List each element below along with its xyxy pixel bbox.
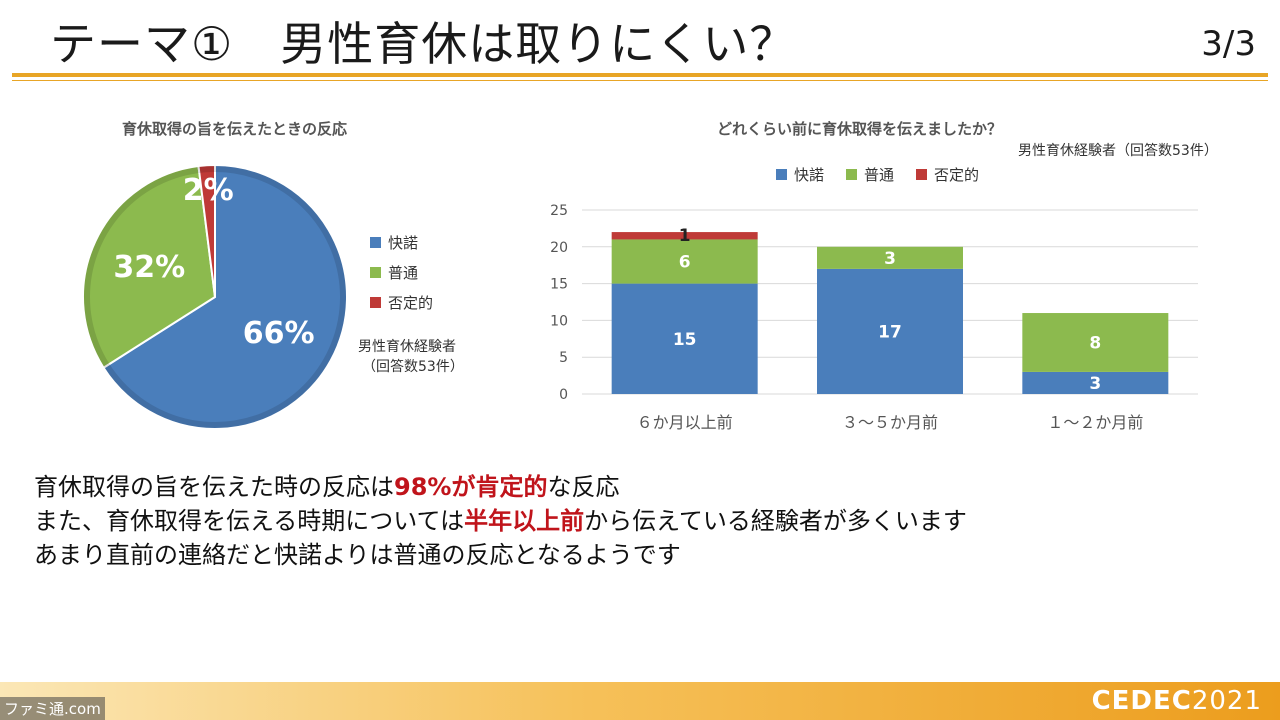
title-divider-thin: [12, 80, 1268, 81]
bar-legend-swatch-0: [776, 169, 787, 180]
cedec-logo-text: CEDEC: [1091, 686, 1192, 716]
pie-legend-label-2: 否定的: [388, 294, 434, 312]
bar-chart-note: 男性育休経験者（回答数53件）: [1018, 143, 1218, 159]
bar-ytick-label-3: 15: [550, 277, 568, 293]
pie-legend-label-0: 快諾: [388, 234, 419, 252]
pie-bevel: [84, 166, 346, 428]
bar-category-label-0: ６か月以上前: [637, 413, 733, 432]
bar-ytick-label-0: 0: [559, 387, 568, 403]
bar-legend-label-0: 快諾: [794, 166, 825, 184]
summary-highlight-halfyear: 半年以上前: [464, 507, 585, 535]
summary-line-2: また、育休取得を伝える時期については半年以上前から伝えている経験者が多くいます: [34, 504, 967, 538]
cedec-logo-year: 2021: [1191, 686, 1262, 716]
bar-ytick-label-1: 5: [559, 350, 568, 366]
pie-note-line1: 男性育休経験者: [358, 339, 456, 355]
pie-slice-1: [82, 164, 217, 370]
pie-slice-0: [102, 163, 348, 430]
summary-line-2-a: また、育休取得を伝える時期については: [34, 507, 465, 535]
page-number: 3/3: [1201, 24, 1256, 64]
pie-legend-label-1: 普通: [388, 264, 419, 282]
pie-legend-swatch-0: [370, 237, 381, 248]
bar-legend-item-0: 快諾: [776, 164, 824, 185]
pie-data-label-1: 32%: [113, 250, 185, 285]
bar-ytick-label-2: 10: [550, 313, 568, 329]
summary-line-3: あまり直前の連絡だと快諾よりは普通の反応となるようです: [34, 541, 681, 569]
famitsu-watermark: ファミ通.com: [0, 697, 105, 720]
pie-legend-item-2: 否定的: [370, 292, 433, 313]
bar-legend: 快諾 普通 否定的: [776, 164, 1036, 186]
bar-legend-swatch-1: [846, 169, 857, 180]
pie-legend-item-1: 普通: [370, 262, 418, 283]
bar-legend-item-1: 普通: [846, 164, 894, 185]
pie-legend-swatch-2: [370, 297, 381, 308]
cedec-logo: CEDEC2021: [1092, 686, 1262, 716]
bar-segment-1-1: [817, 246, 963, 269]
pie-note-line2: （回答数53件）: [362, 359, 464, 375]
summary-line-1-c: な反応: [547, 473, 620, 501]
pie-chart: 66% 32% 2%: [82, 163, 348, 430]
bar-category-label-1: ３～５か月前: [842, 413, 938, 432]
bar-data-label-0-0: 15: [673, 330, 697, 350]
title-divider: [12, 73, 1268, 77]
pie-legend-item-0: 快諾: [370, 232, 418, 253]
summary-line-1-a: 育休取得の旨を伝えた時の反応は: [34, 473, 394, 501]
pie-legend: 快諾 普通 否定的: [370, 232, 470, 322]
bar-segment-2-1: [1022, 313, 1169, 372]
bar-ytick-label-5: 25: [550, 203, 568, 219]
bar-segment-2-0: [1022, 371, 1169, 394]
bar-data-label-1-0: 17: [878, 322, 902, 342]
pie-legend-swatch-1: [370, 267, 381, 278]
bar-data-label-0-2: 1: [679, 226, 691, 246]
pie-data-label-0: 66%: [243, 316, 315, 351]
bar-category-label-2: １～２か月前: [1047, 413, 1143, 432]
bar-chart: 0 5 10 15 20 25 15 6 1 ６か月以上前 17 3 ３～５か月前 3 8 １～２か月前: [550, 203, 1198, 432]
bar-ytick-label-4: 20: [550, 240, 568, 256]
bar-legend-label-1: 普通: [864, 166, 895, 184]
summary-line-2-c: から伝えている経験者が多くいます: [584, 507, 967, 535]
footer-band: [0, 682, 1280, 720]
bar-data-label-2-0: 3: [1089, 374, 1101, 394]
summary-line-1: 育休取得の旨を伝えた時の反応は98%が肯定的な反応: [34, 470, 967, 504]
bar-segment-0-2: [611, 232, 758, 240]
bar-data-label-0-1: 6: [679, 253, 691, 273]
pie-chart-title: 育休取得の旨を伝えたときの反応: [122, 120, 348, 138]
bar-chart-title: どれくらい前に育休取得を伝えましたか？: [717, 120, 1003, 138]
bar-legend-label-2: 否定的: [934, 166, 980, 184]
bar-segment-0-1: [611, 239, 758, 284]
bar-data-label-2-1: 8: [1089, 333, 1101, 353]
bar-legend-item-2: 否定的: [916, 164, 979, 185]
bar-segment-1-0: [817, 268, 963, 394]
slide-title: テーマ① 男性育休は取りにくい？: [50, 17, 797, 71]
bar-legend-swatch-2: [916, 169, 927, 180]
bar-segment-0-0: [611, 283, 758, 394]
pie-slice-2: [197, 163, 216, 298]
summary-highlight-positive: 98%が肯定的: [394, 473, 548, 501]
bar-data-label-1-1: 3: [884, 249, 896, 269]
pie-data-label-2: 2%: [183, 173, 234, 208]
summary-text: 育休取得の旨を伝えた時の反応は98%が肯定的な反応 また、育休取得を伝える時期に…: [34, 470, 967, 572]
